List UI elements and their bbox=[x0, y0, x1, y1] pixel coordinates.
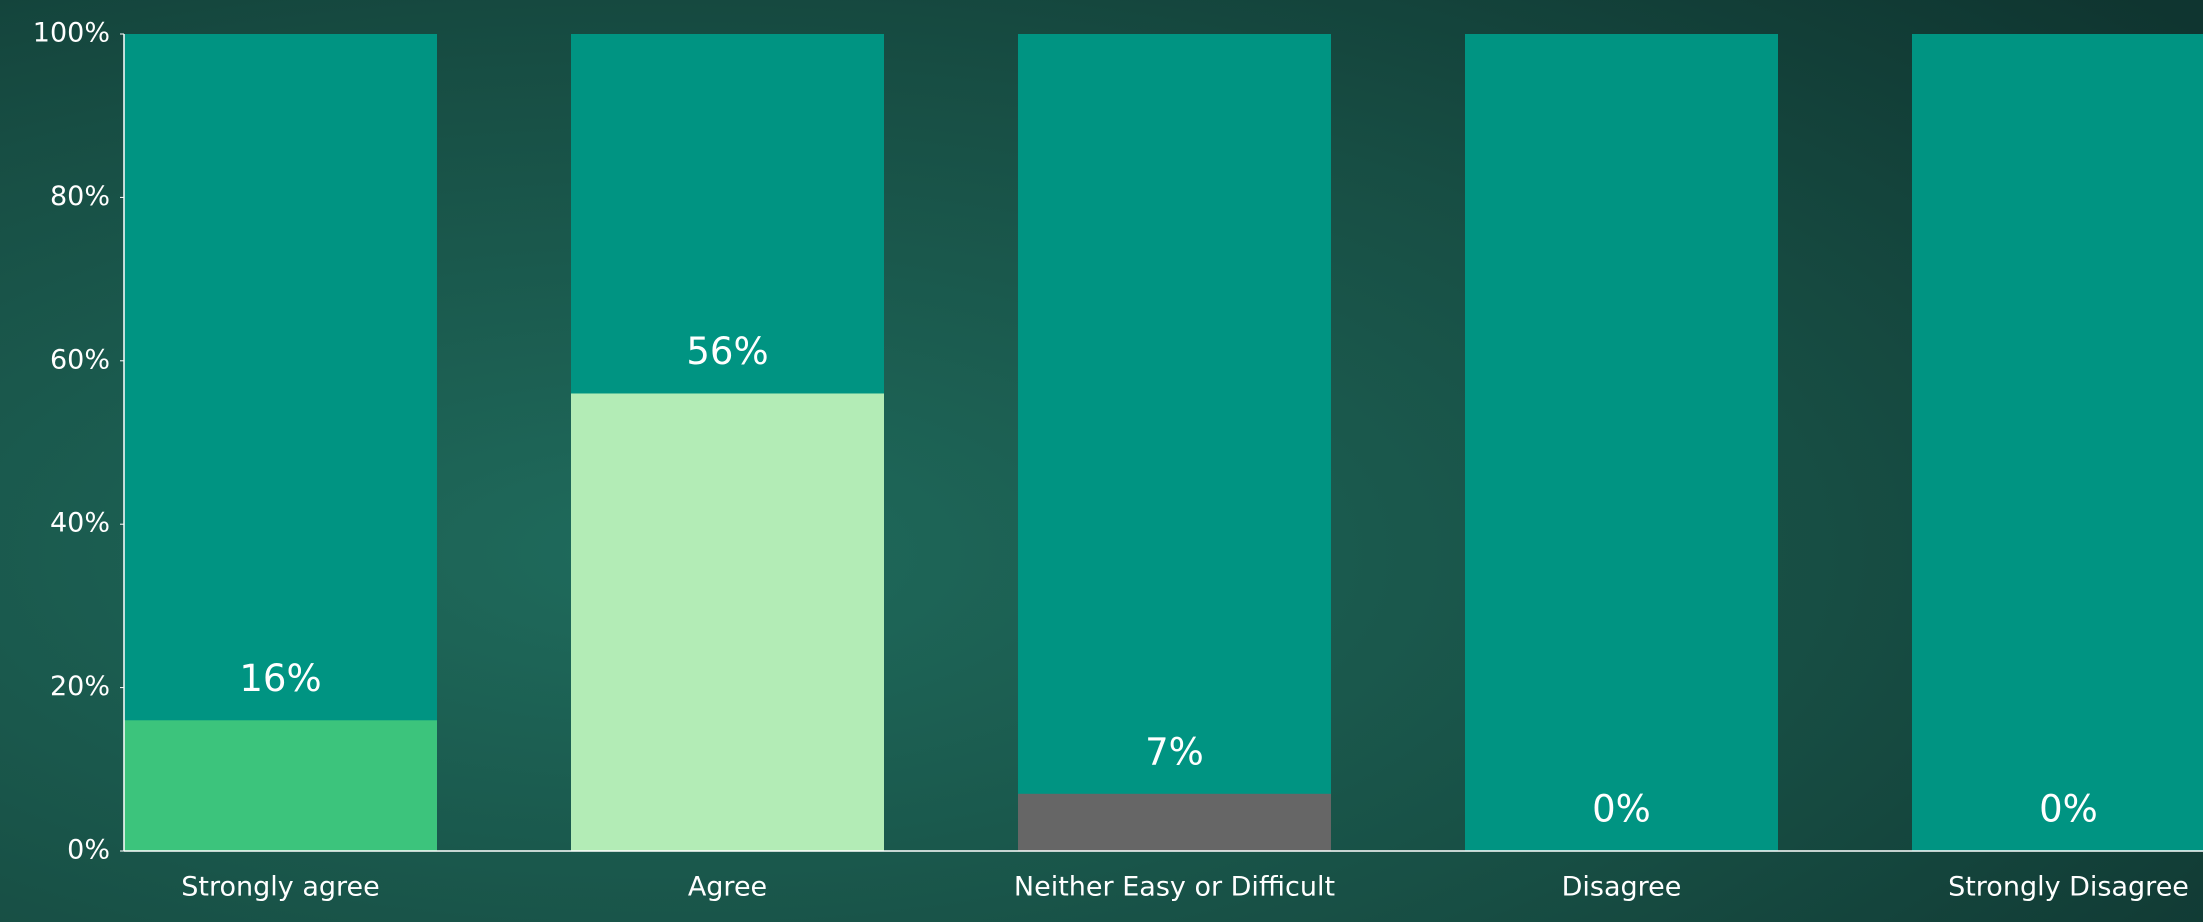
y-tick-label: 20% bbox=[50, 671, 110, 702]
bar bbox=[1018, 793, 1331, 851]
value-label: 16% bbox=[239, 657, 321, 700]
bar-track bbox=[124, 34, 437, 851]
x-tick-label: Agree bbox=[688, 872, 767, 903]
y-tick-label: 0% bbox=[67, 835, 110, 866]
bar-track bbox=[1018, 34, 1331, 851]
value-label: 7% bbox=[1145, 730, 1204, 773]
bar-track bbox=[1912, 34, 2203, 851]
y-tick-label: 40% bbox=[50, 508, 110, 539]
y-tick-label: 80% bbox=[50, 181, 110, 212]
x-tick-label: Strongly Disagree bbox=[1948, 872, 2189, 903]
y-tick-label: 60% bbox=[50, 344, 110, 375]
bar bbox=[571, 393, 884, 851]
x-tick-label: Strongly agree bbox=[181, 872, 379, 903]
value-label: 0% bbox=[1592, 788, 1651, 831]
x-tick-label: Neither Easy or Difficult bbox=[1014, 872, 1335, 903]
value-label: 56% bbox=[686, 330, 768, 373]
y-tick-label: 100% bbox=[33, 18, 110, 49]
bar bbox=[124, 720, 437, 851]
bar-track bbox=[1465, 34, 1778, 851]
value-label: 0% bbox=[2039, 788, 2098, 831]
x-tick-label: Disagree bbox=[1562, 872, 1682, 903]
